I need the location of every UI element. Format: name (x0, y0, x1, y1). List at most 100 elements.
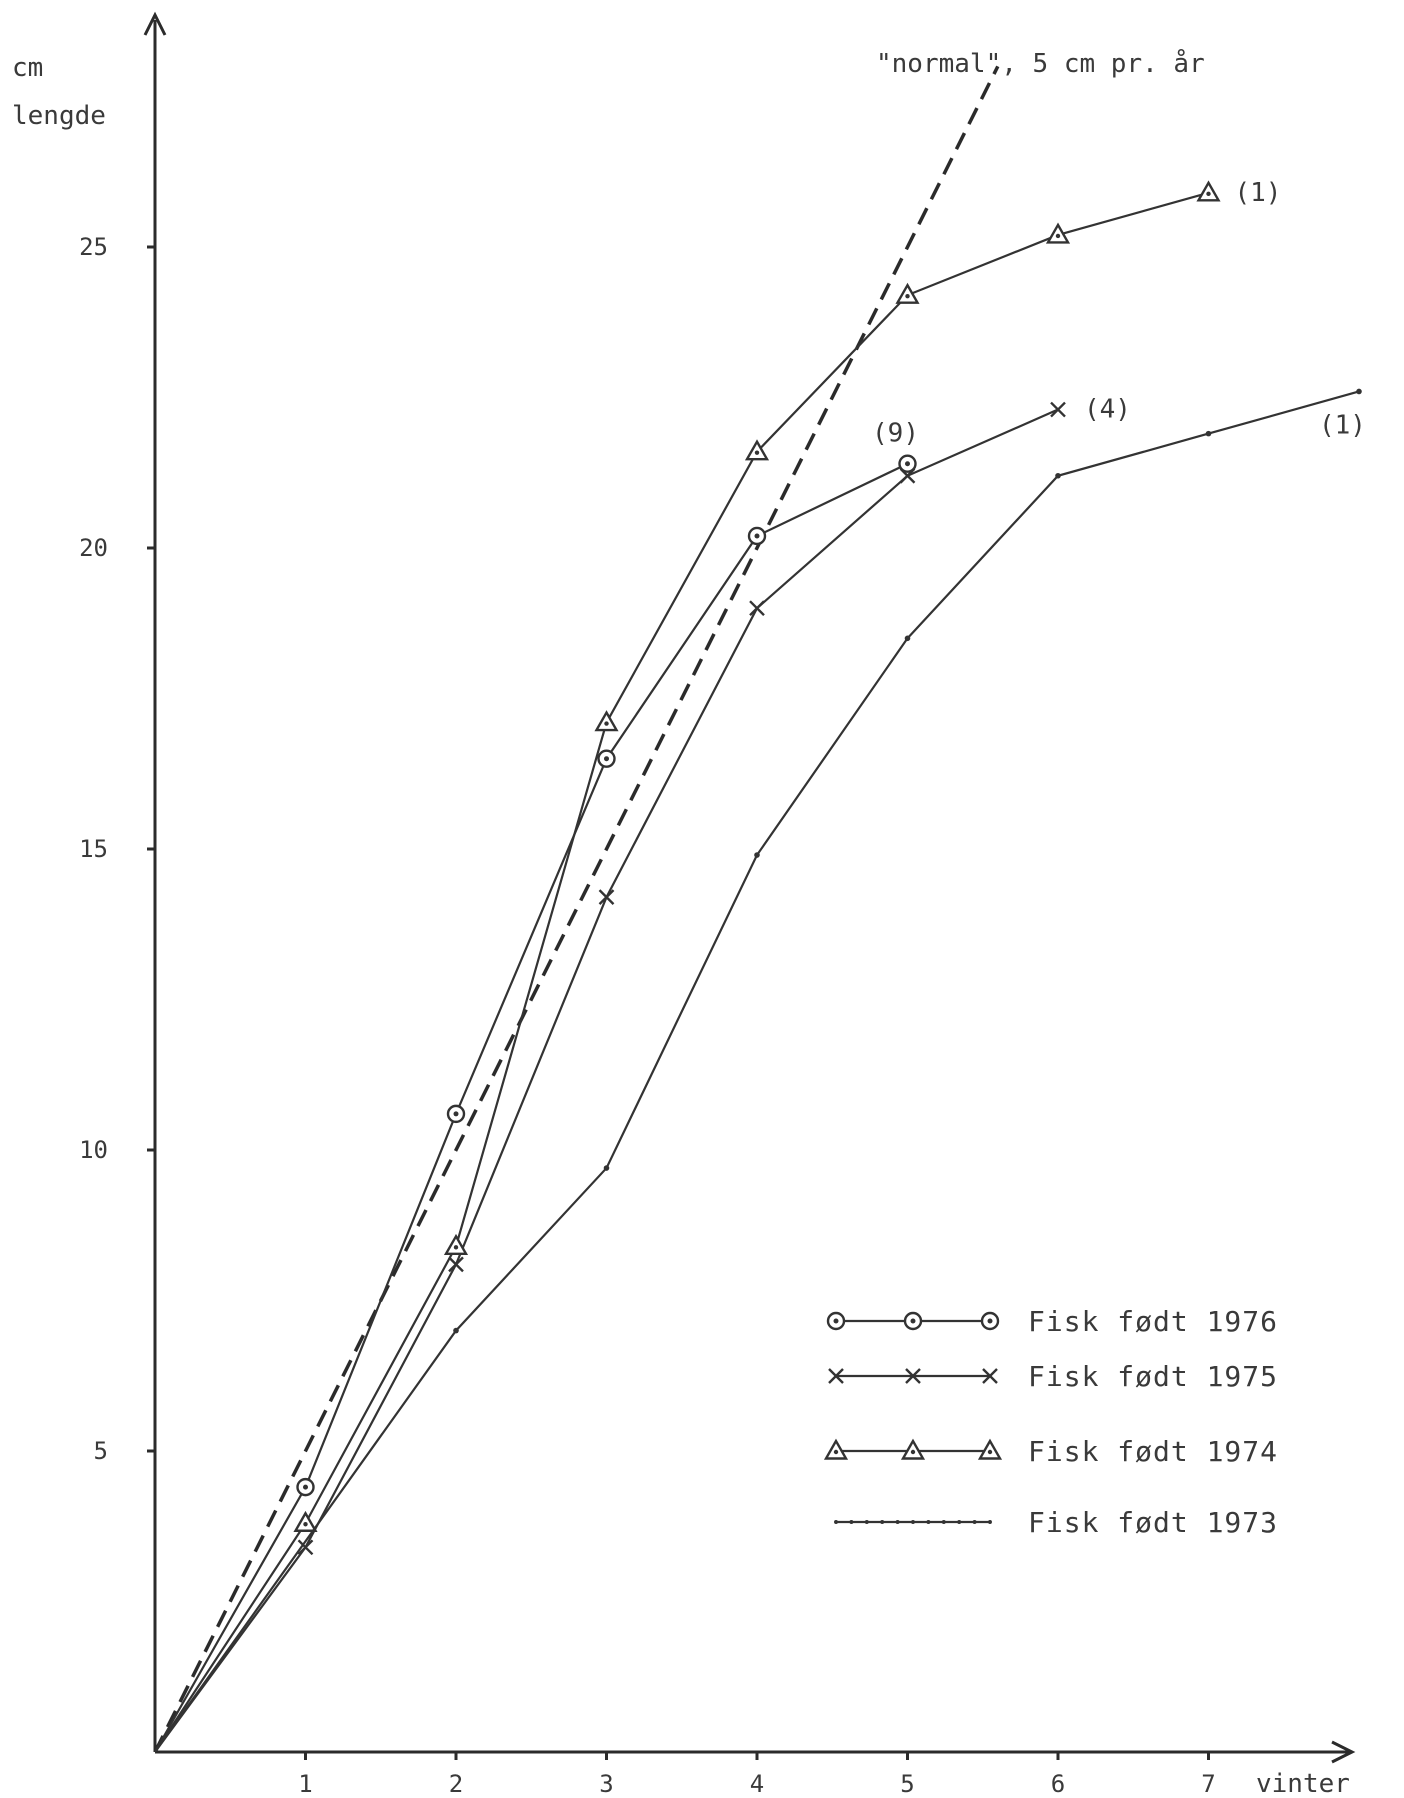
y-tick-label: 10 (79, 1136, 108, 1164)
x-tick-label: 5 (900, 1770, 914, 1798)
x-marker-stroke (297, 1539, 314, 1556)
series-line (154, 390, 1360, 1753)
legend-label: Fisk født 1973 (1028, 1506, 1278, 1539)
triangle-marker (895, 282, 920, 304)
count-annotation: (1) (1235, 178, 1282, 208)
x-tick-label: 2 (449, 1770, 463, 1798)
point-count-annotations: (9) (4) (1) (1) (872, 178, 1366, 449)
dot-marker (880, 1520, 885, 1524)
y-tick-label: 20 (79, 534, 108, 562)
x-tick-label: 3 (599, 1770, 613, 1798)
x-tick-label: 4 (750, 1770, 764, 1798)
x-marker-stroke (448, 1256, 464, 1273)
dot-marker (926, 1520, 931, 1524)
triangle-marker (1196, 180, 1221, 202)
triangle-marker-center (604, 721, 609, 726)
x-tick-label: 1 (298, 1770, 312, 1798)
circle-marker-center (833, 1318, 839, 1324)
circle-marker-center (987, 1318, 993, 1324)
y-ticks: 5 10 15 20 25 (79, 233, 155, 1465)
dot-marker (957, 1520, 962, 1524)
x-marker-stroke (899, 467, 916, 484)
normal-growth-dashed-line (153, 65, 1000, 1753)
dot-marker (834, 1520, 838, 1524)
triangle-marker-center (453, 1245, 459, 1250)
dot-marker (849, 1520, 854, 1524)
series-line (154, 408, 1059, 1753)
legend-entry-3: Fisk født 1974 (823, 1435, 1278, 1468)
dot-marker (603, 1165, 610, 1171)
circle-marker-center (303, 1484, 308, 1490)
dot-marker (972, 1520, 977, 1524)
dot-marker (911, 1520, 915, 1524)
dot-marker (453, 1327, 459, 1334)
count-annotation: (9) (872, 419, 919, 449)
legend-label: Fisk født 1976 (1028, 1305, 1278, 1338)
triangle-marker (293, 1510, 318, 1532)
triangle-marker (823, 1438, 849, 1460)
axes (143, 11, 1356, 1764)
dot-marker (754, 852, 760, 858)
legend-entry-4: Fisk født 1973 (834, 1506, 1278, 1539)
series-line (154, 191, 1209, 1753)
y-tick-label: 25 (79, 233, 108, 261)
triangle-marker (977, 1438, 1003, 1460)
triangle-marker-center (905, 293, 910, 299)
normal-growth-line (153, 65, 1000, 1753)
series-layer (154, 180, 1362, 1753)
triangle-marker-center (833, 1449, 839, 1455)
circle-marker-center (754, 533, 760, 539)
x-ticks: 1 2 3 4 5 6 7 (298, 1752, 1216, 1798)
x-marker-stroke (749, 600, 765, 617)
count-annotation: (1) (1319, 410, 1366, 440)
legend-entry-1: Fisk født 1976 (826, 1305, 1278, 1338)
dot-marker (941, 1520, 946, 1524)
triangle-marker-center (754, 450, 760, 455)
x-marker-stroke (982, 1368, 998, 1384)
circle-marker-center (905, 461, 910, 467)
legend-entry-2: Fisk født 1975 (828, 1360, 1278, 1393)
series-4 (154, 388, 1362, 1753)
legend: Fisk født 1976 Fisk født 1975 Fisk født 19… (823, 1305, 1278, 1539)
dot-marker (1205, 430, 1212, 437)
triangle-marker (443, 1233, 469, 1256)
count-annotation: (4) (1084, 395, 1131, 425)
x-axis-arrow (1331, 1740, 1356, 1764)
circle-marker-center (910, 1318, 916, 1324)
y-axis-label: lengde (12, 101, 106, 131)
x-tick-label: 6 (1051, 1770, 1065, 1798)
x-marker-stroke (1050, 401, 1066, 418)
series-3 (154, 180, 1221, 1753)
dot-marker (1055, 472, 1061, 479)
series-2 (154, 401, 1066, 1753)
triangle-marker-center (910, 1449, 916, 1455)
x-marker-stroke (905, 1368, 921, 1384)
circle-marker-center (604, 756, 609, 762)
dot-marker (904, 635, 911, 642)
y-axis-arrow (143, 11, 167, 36)
x-axis-label: vinter (1256, 1769, 1350, 1798)
triangle-marker (594, 710, 619, 732)
x-marker-stroke (828, 1368, 844, 1384)
x-marker-stroke (598, 889, 615, 906)
dot-marker (895, 1520, 900, 1524)
dot-marker (988, 1520, 992, 1524)
legend-label: Fisk født 1974 (1028, 1435, 1278, 1468)
legend-label: Fisk født 1975 (1028, 1360, 1278, 1393)
triangle-marker-center (1055, 233, 1061, 239)
dot-marker (1356, 388, 1362, 395)
series-1 (154, 454, 917, 1753)
triangle-marker-center (987, 1449, 993, 1455)
dot-marker (864, 1520, 869, 1524)
x-tick-label: 7 (1201, 1770, 1215, 1798)
triangle-marker (1045, 222, 1071, 244)
triangle-marker (900, 1438, 926, 1460)
y-tick-label: 5 (94, 1437, 108, 1465)
y-tick-label: 15 (79, 835, 108, 863)
triangle-marker (744, 439, 770, 461)
series-line (154, 462, 908, 1753)
normal-growth-label: "normal", 5 cm pr. år (876, 48, 1205, 79)
triangle-marker-center (1206, 191, 1211, 197)
circle-marker-center (453, 1111, 459, 1117)
